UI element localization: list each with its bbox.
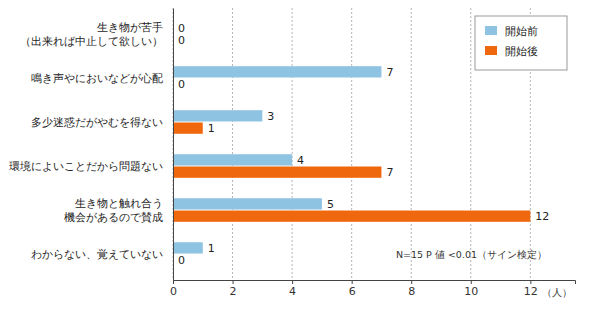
data-label: 4	[297, 154, 304, 167]
grid-line	[173, 8, 174, 280]
x-tick-label: 6	[349, 285, 356, 298]
x-tick-label: 10	[464, 285, 478, 298]
x-tick: 8	[408, 280, 415, 298]
data-label: 7	[386, 166, 393, 179]
x-tick: 4	[289, 280, 296, 298]
y-tick: 環境によいことだから問題ない	[9, 160, 173, 173]
x-tick: 10	[464, 280, 478, 298]
x-tick-label: 0	[170, 285, 177, 298]
y-tick-label: 多少迷惑だがやむを得ない	[31, 116, 163, 129]
bar	[173, 154, 292, 165]
grid-line	[232, 8, 233, 280]
x-tick-mark	[233, 280, 234, 284]
bar	[173, 110, 262, 121]
data-label: 0	[178, 34, 185, 47]
x-tick: 0	[170, 280, 177, 298]
data-label: 7	[386, 66, 393, 79]
y-tick-label: 生き物が苦手（出来れば中止して欲しい）	[20, 21, 163, 48]
annotation: N=15 P 値 <0.01（サイン検定）	[396, 249, 547, 260]
grid-line	[411, 8, 412, 280]
x-tick: 12	[524, 280, 538, 298]
y-tick-label-line: 生き物と触れ合う	[75, 197, 163, 210]
y-tick: 鳴き声やにおいなどが心配	[31, 72, 173, 85]
data-label: 3	[267, 110, 274, 123]
legend: 開始前開始後	[475, 16, 567, 70]
y-tick-label-line: 生き物が苦手	[97, 21, 163, 34]
bar	[173, 122, 203, 133]
x-tick-label: 2	[230, 285, 237, 298]
x-tick: 6	[349, 280, 356, 298]
x-tick-mark	[173, 280, 174, 284]
y-tick-label: わからない、覚えていない	[31, 248, 163, 261]
x-tick-label: 8	[408, 285, 415, 298]
y-tick: 生き物と触れ合う機会があるので賛成	[64, 197, 173, 224]
y-tick-label-line: （出来れば中止して欲しい）	[20, 35, 163, 48]
data-label: 1	[208, 122, 215, 135]
y-tick-label-line: 環境によいことだから問題ない	[9, 160, 163, 173]
y-tick-label: 生き物と触れ合う機会があるので賛成	[64, 197, 163, 224]
y-tick: 多少迷惑だがやむを得ない	[31, 116, 173, 129]
y-tick-label-line: 多少迷惑だがやむを得ない	[31, 116, 163, 129]
data-label: 0	[178, 22, 185, 35]
data-label: 0	[178, 78, 185, 91]
x-axis: 0 2 4 6 8 10 12	[170, 280, 576, 298]
x-tick-mark	[411, 280, 412, 284]
y-tick: わからない、覚えていない	[31, 248, 173, 261]
y-tick-label-line: 機会があるので賛成	[64, 211, 163, 224]
y-tick-label-line: わからない、覚えていない	[31, 248, 163, 261]
legend-label: 開始前	[505, 25, 538, 37]
x-tick-mark	[292, 280, 293, 284]
x-tick-label: 4	[289, 285, 296, 298]
bar	[173, 198, 322, 209]
grid-line	[292, 8, 293, 280]
y-axis: 生き物が苦手（出来れば中止して欲しい） 鳴き声やにおいなどが心配多少迷惑だがやむを…	[9, 9, 174, 281]
y-tick: 生き物が苦手（出来れば中止して欲しい）	[20, 21, 173, 48]
bar	[173, 66, 381, 77]
x-tick-label: 12	[524, 285, 538, 298]
bars	[173, 66, 530, 253]
x-tick-mark	[352, 280, 353, 284]
data-label: 5	[327, 198, 334, 211]
y-tick-label: 鳴き声やにおいなどが心配	[31, 72, 163, 85]
legend-swatch	[485, 26, 497, 35]
x-tick: 2	[230, 280, 237, 298]
data-label: 0	[178, 254, 185, 267]
data-label: 1	[208, 242, 215, 255]
x-tick-mark	[471, 280, 472, 284]
bar	[173, 166, 381, 177]
bar	[173, 242, 203, 253]
plot: 0734510017120024681012生き物が苦手（出来れば中止して欲しい…	[9, 8, 576, 298]
x-tick-mark	[530, 280, 531, 284]
data-label: 12	[535, 210, 549, 223]
y-tick-label-line: 鳴き声やにおいなどが心配	[31, 72, 163, 85]
y-axis-line	[173, 9, 174, 281]
grid-line	[470, 8, 471, 280]
grid-line	[351, 8, 352, 280]
legend-label: 開始後	[505, 45, 538, 57]
x-axis-title: （人）	[542, 287, 572, 298]
legend-box	[475, 16, 567, 70]
y-tick-label: 環境によいことだから問題ない	[9, 160, 163, 173]
bar	[173, 211, 530, 222]
legend-swatch	[485, 46, 497, 55]
x-axis-line	[174, 281, 576, 285]
